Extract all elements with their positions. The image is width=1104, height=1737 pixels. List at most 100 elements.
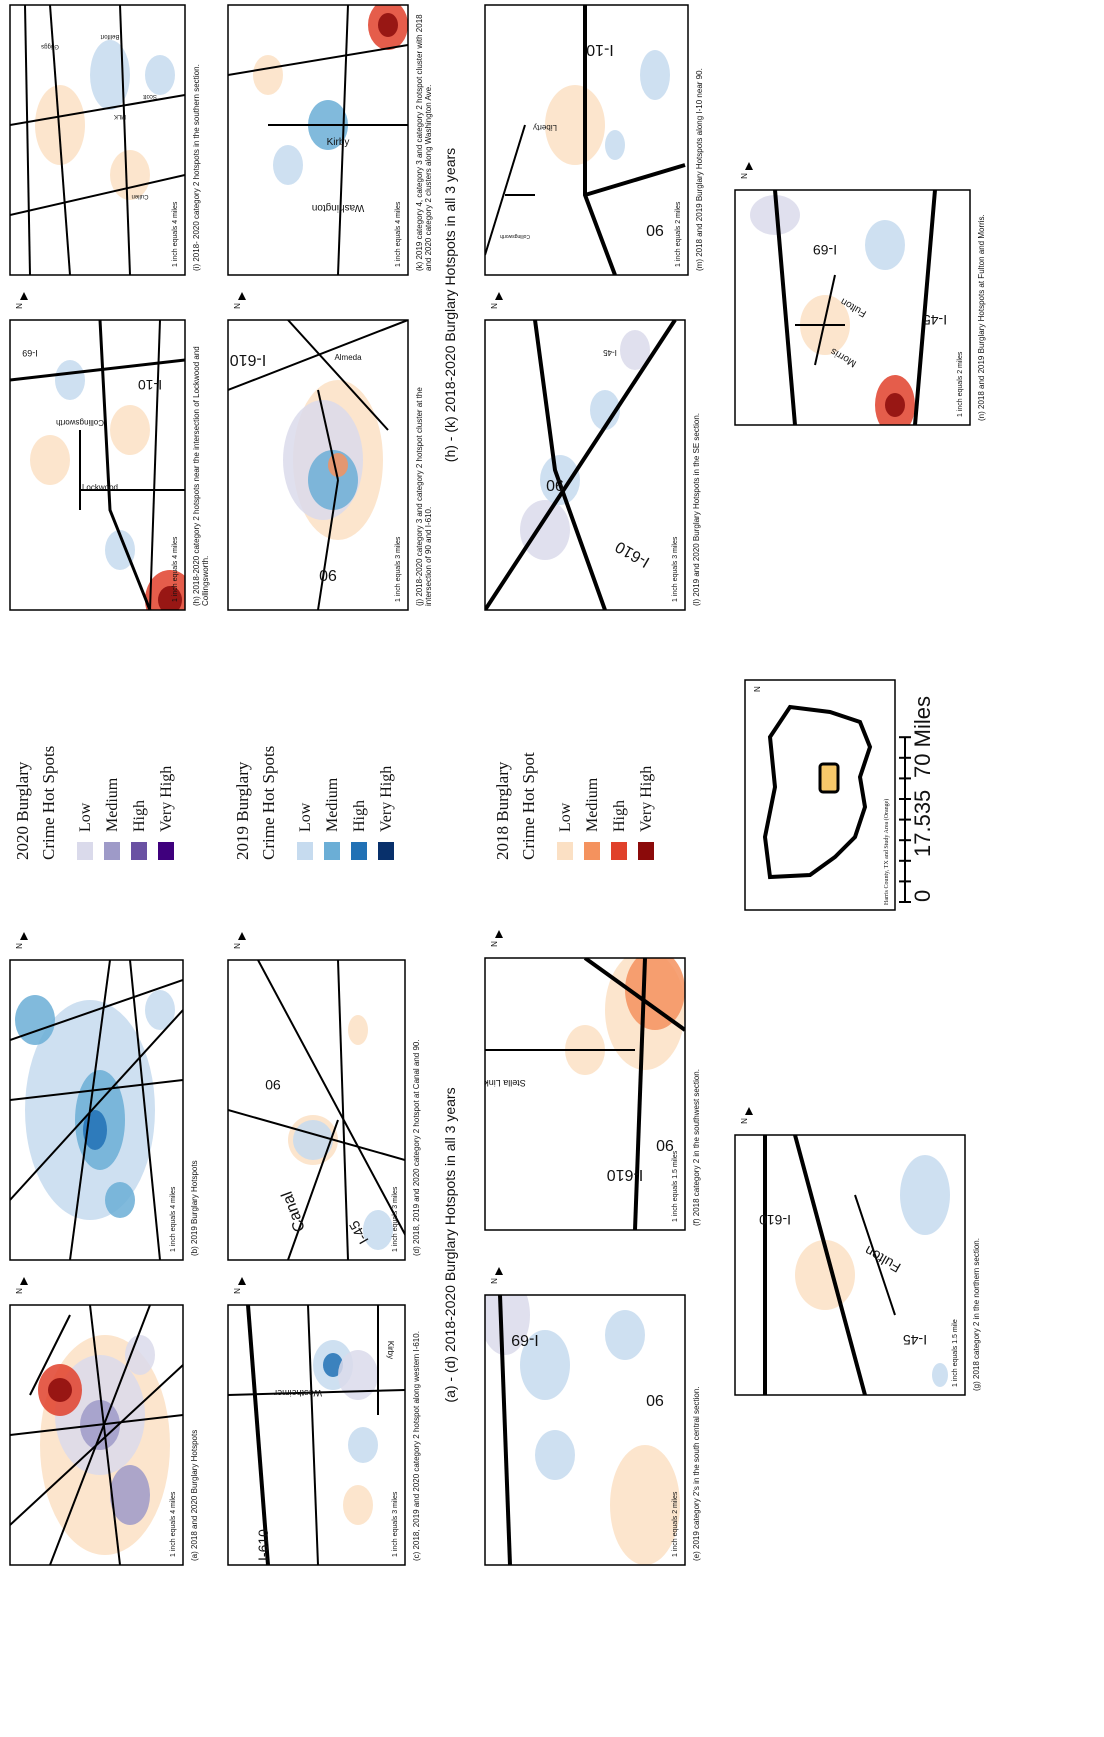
- scale-label: 70 Miles: [910, 696, 935, 778]
- hotspot: [900, 1155, 950, 1235]
- scale-text: 1 inch equals 3 miles: [392, 1491, 399, 1557]
- map-panel: I-610Stella Link901 inch equals 1.5 mile…: [484, 950, 685, 1230]
- hotspot: [348, 1015, 368, 1045]
- road-label: I-69: [22, 348, 38, 358]
- map-background: [10, 5, 185, 275]
- road-label: 90: [265, 1077, 281, 1093]
- road-label: I-610: [759, 1212, 791, 1228]
- scale-text: 1 inch equals 3 miles: [395, 536, 402, 602]
- hotspot: [48, 1378, 72, 1402]
- road-label: I-10: [138, 377, 162, 393]
- legend-title: 2018 Burglary: [493, 761, 512, 860]
- group-caption: (h) - (k) 2018-2020 Burglary Hotspots in…: [442, 148, 458, 462]
- hotspot: [610, 1445, 680, 1565]
- legend-swatch: [611, 842, 627, 860]
- legend-swatch: [77, 842, 93, 860]
- panel-caption: (e) 2019 category 2's in the south centr…: [692, 1386, 701, 1561]
- legend-swatch: [378, 842, 394, 860]
- hotspot: [640, 50, 670, 100]
- hotspot: [328, 453, 348, 477]
- legend-swatch: [638, 842, 654, 860]
- north-arrow: N: [740, 173, 749, 179]
- road-label: I-45: [603, 348, 617, 357]
- legend-swatch: [324, 842, 340, 860]
- north-arrow: N: [740, 1118, 749, 1124]
- legend-swatch: [297, 842, 313, 860]
- road-label: 90: [319, 566, 337, 583]
- legend-swatch: [351, 842, 367, 860]
- map-panel: 1 inch equals 4 miles: [10, 960, 183, 1260]
- scale-text: 1 inch equals 3 miles: [672, 536, 679, 602]
- road-label: Lockwood: [82, 483, 118, 492]
- hotspot: [110, 150, 150, 200]
- north-arrow: N: [233, 943, 242, 949]
- legend-swatch: [557, 842, 573, 860]
- panel-caption: (a) 2018 and 2020 Burglary Hotspots: [190, 1430, 199, 1561]
- road-label: I-69: [813, 242, 837, 258]
- north-arrow: N: [15, 943, 24, 949]
- road-label: Collingsworth: [500, 233, 530, 239]
- legend-label: High: [131, 800, 148, 832]
- legend-swatch: [158, 842, 174, 860]
- north-arrow: N: [490, 941, 499, 947]
- north-arrow: N: [15, 303, 24, 309]
- scale-text: 1 inch equals 4 miles: [170, 1491, 177, 1557]
- map-panel: 90AlmedaI-6101 inch equals 3 miles: [228, 320, 408, 610]
- scale-text: 1 inch equals 4 miles: [172, 201, 179, 267]
- scale-label: 17.535: [910, 790, 935, 857]
- road-label: I-10: [586, 41, 614, 58]
- legend-label: Medium: [584, 777, 601, 832]
- road-label: Washington: [312, 202, 364, 213]
- hotspot: [55, 360, 85, 400]
- legend-label: Very High: [158, 766, 175, 832]
- hotspot: [535, 1430, 575, 1480]
- panel-caption: (b) 2019 Burglary Hotspots: [190, 1160, 199, 1256]
- inset-border: [745, 680, 895, 910]
- hotspot: [293, 1120, 333, 1160]
- panel-caption: (n) 2018 and 2019 Burglary Hotspots at F…: [977, 214, 986, 421]
- road-label: Almeda: [334, 353, 362, 362]
- road-label: I-610: [607, 1166, 644, 1183]
- scale-text: 1 inch equals 1.5 mile: [952, 1319, 959, 1387]
- hotspot: [520, 500, 570, 560]
- hotspot: [932, 1363, 948, 1387]
- figure: 1 inch equals 4 miles (a) 2018 and 2020 B…: [0, 0, 1104, 1737]
- hotspot: [125, 1335, 155, 1375]
- road-label: 90: [546, 476, 564, 493]
- road-label: 90: [646, 221, 664, 238]
- north-arrow: N: [233, 1288, 242, 1294]
- road-label: I-69: [511, 1331, 539, 1348]
- legend-title: 2020 Burglary: [13, 761, 32, 860]
- map-panel: I-69 Collingsworth Lockwood I-10 1 inch equa…: [10, 320, 195, 630]
- north-arrow: N: [490, 1278, 499, 1284]
- scale-text: 1 inch equals 4 miles: [172, 536, 179, 602]
- scale-text: 1 inch equals 2 miles: [957, 351, 964, 417]
- road-label: Stella Link: [484, 1078, 526, 1088]
- panel-caption: (c) 2018, 2019 and 2020 category 2 hotsp…: [412, 1331, 421, 1561]
- road-label: MLK: [114, 113, 126, 119]
- road-label: I-610: [255, 1529, 271, 1561]
- legend-swatch: [131, 842, 147, 860]
- road-label: Kirby: [386, 1341, 395, 1359]
- hotspot: [885, 393, 905, 417]
- inset-caption: Harris County, TX and Study Area (Orange…: [883, 799, 890, 905]
- north-arrow: N: [490, 303, 499, 309]
- hotspot: [343, 1485, 373, 1525]
- hotspot: [110, 1465, 150, 1525]
- hotspot: [145, 55, 175, 95]
- map-panel: I-69901 inch equals 2 miles: [480, 1275, 685, 1565]
- road-label: Collingsworth: [56, 418, 104, 427]
- legend-label: Low: [297, 802, 314, 832]
- panel-caption: (d) 2018, 2019 and 2020 category 2 hotsp…: [412, 1039, 421, 1256]
- road-label: Cullen: [131, 193, 148, 199]
- road-label: I-45: [903, 1332, 927, 1348]
- hotspot: [273, 145, 303, 185]
- legend-title: Crime Hot Spot: [519, 752, 538, 860]
- hotspot: [105, 1182, 135, 1218]
- scale-text: 1 inch equals 1.5 miles: [672, 1150, 679, 1222]
- hotspot: [865, 220, 905, 270]
- hotspot: [625, 950, 685, 1030]
- legend-label: Low: [557, 802, 574, 832]
- map-panel: I-69FultonMorrisI-451 inch equals 2 mile…: [735, 190, 970, 435]
